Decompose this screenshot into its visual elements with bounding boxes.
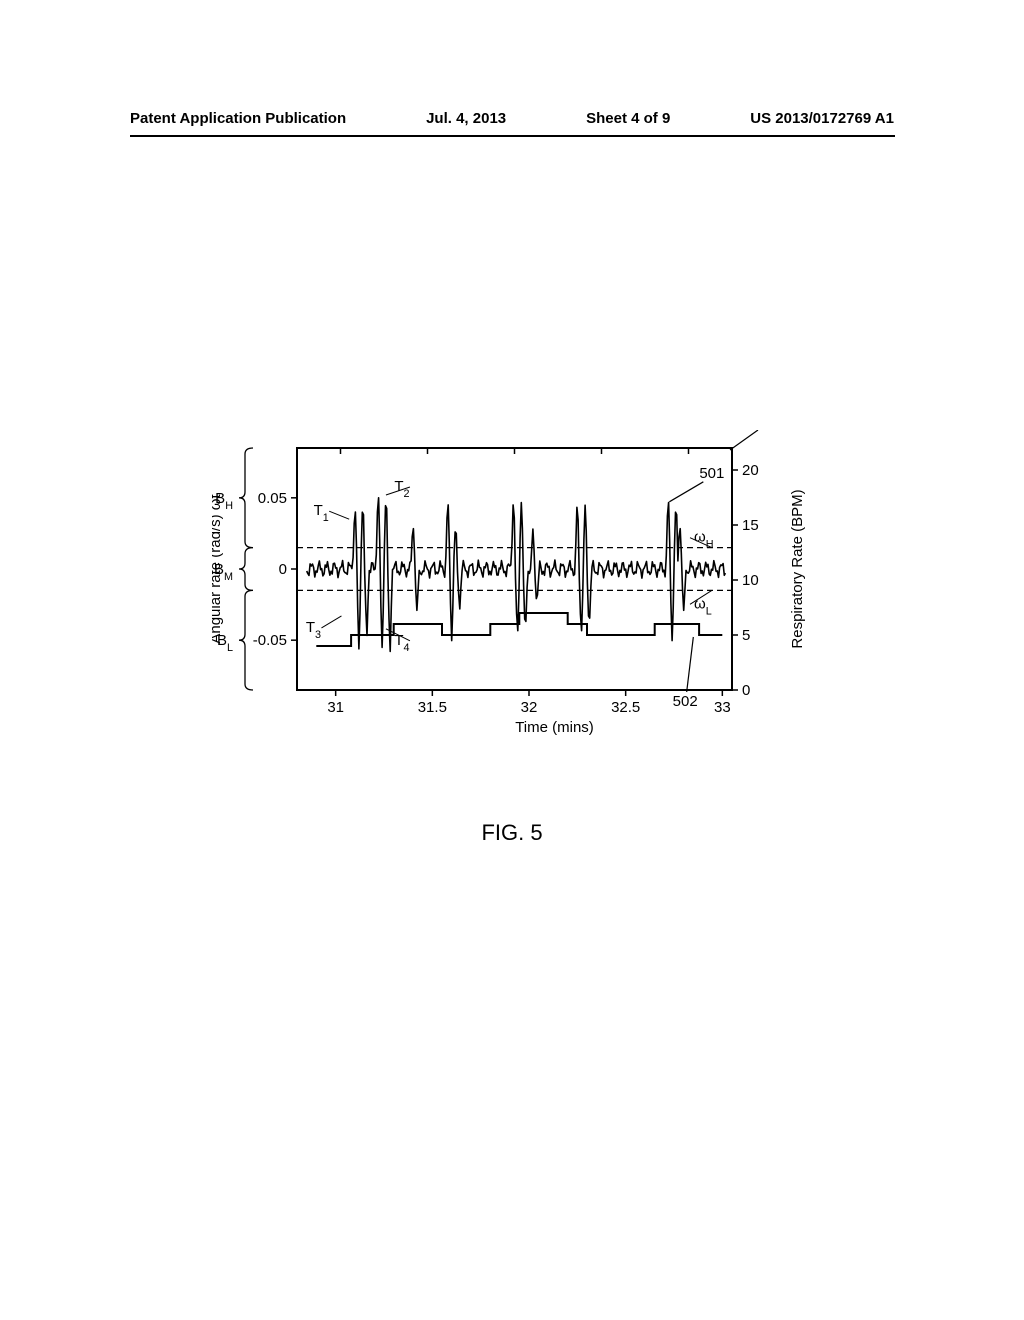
svg-text:10: 10 (742, 572, 759, 589)
svg-text:31: 31 (327, 699, 344, 716)
chart-svg: 3131.53232.533Time (mins)0.050-0.05Angul… (212, 430, 812, 760)
svg-text:Respiratory Rate (BPM): Respiratory Rate (BPM) (789, 489, 806, 648)
svg-text:0.05: 0.05 (258, 490, 287, 507)
svg-text:33: 33 (714, 699, 731, 716)
svg-text:Time (mins): Time (mins) (515, 719, 594, 736)
svg-text:501: 501 (699, 465, 724, 482)
header-center: Jul. 4, 2013 (426, 110, 506, 127)
svg-text:15: 15 (742, 517, 759, 534)
svg-text:502: 502 (673, 693, 698, 710)
svg-text:5: 5 (742, 627, 750, 644)
figure-caption: FIG. 5 (0, 820, 1024, 846)
figure-5: 3131.53232.533Time (mins)0.050-0.05Angul… (212, 430, 812, 760)
header-right: US 2013/0172769 A1 (750, 110, 894, 127)
svg-text:-0.05: -0.05 (253, 632, 287, 649)
svg-text:31.5: 31.5 (418, 699, 447, 716)
header-rule (130, 135, 895, 137)
svg-text:0: 0 (742, 682, 750, 699)
svg-text:0: 0 (279, 561, 287, 578)
svg-text:32.5: 32.5 (611, 699, 640, 716)
svg-text:20: 20 (742, 462, 759, 479)
svg-text:32: 32 (521, 699, 538, 716)
header-sheet: Sheet 4 of 9 (586, 110, 670, 127)
page-header: Patent Application Publication Jul. 4, 2… (0, 110, 1024, 127)
svg-text:BL: BL (217, 632, 233, 654)
header-left: Patent Application Publication (130, 110, 346, 127)
